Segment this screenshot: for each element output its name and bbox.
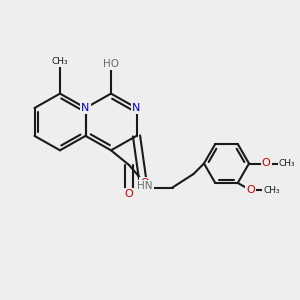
- Text: HN: HN: [137, 181, 153, 191]
- Text: O: O: [246, 185, 255, 196]
- Text: N: N: [132, 103, 141, 113]
- Text: CH₃: CH₃: [52, 57, 68, 66]
- Text: O: O: [262, 158, 271, 169]
- Text: HO: HO: [103, 59, 119, 69]
- Text: CH₃: CH₃: [263, 186, 280, 195]
- Text: O: O: [140, 178, 149, 188]
- Text: O: O: [124, 189, 134, 199]
- Text: N: N: [81, 103, 90, 113]
- Text: CH₃: CH₃: [279, 159, 296, 168]
